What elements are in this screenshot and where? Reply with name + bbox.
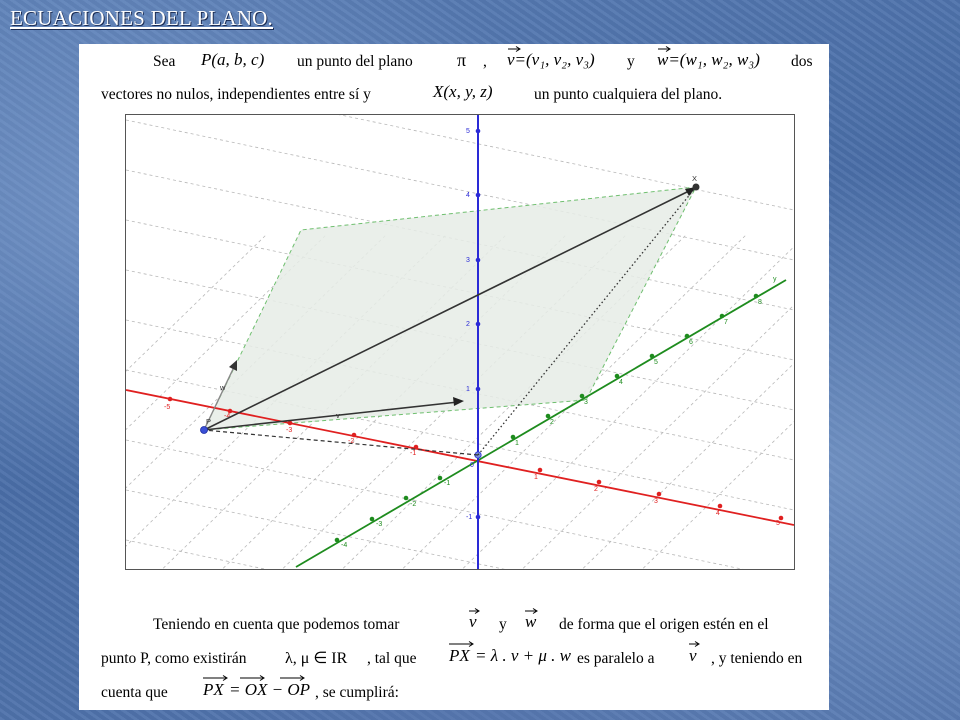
bottom-lambda-mu: λ, μ ∈ IR [285, 650, 348, 667]
vector-w-label: w [219, 383, 226, 392]
vector-v [203, 401, 459, 431]
origin-label: 0 [470, 462, 474, 469]
bottom-px-rhs: = λ . v + μ . w [475, 646, 571, 665]
x-tick-label: -2 [348, 438, 354, 445]
intro-point-p: P(a, b, c) [201, 50, 265, 69]
y-tick-label: 5 [654, 359, 658, 366]
x-tick-label: -4 [224, 413, 230, 420]
bottom-line1-end: de forma que el origen estén en el [559, 616, 769, 633]
z-tick-label: 3 [466, 257, 470, 264]
vector-px-arrowhead [685, 187, 696, 196]
y-tick-label: 3 [584, 399, 588, 406]
vector-w [203, 366, 235, 431]
y-axis-label: y [773, 276, 777, 283]
plane-3d-diagram: -5 -4 -3 -2 -1 1 2 3 4 5 1 2 [0, 69, 960, 681]
y-tick-label: 7 [724, 319, 728, 326]
bottom-line2-start: punto P, como existirán [101, 650, 247, 667]
point-x-label: X [692, 174, 697, 183]
y-axis [295, 279, 787, 568]
vector-w-arrowhead [229, 360, 237, 371]
z-tick-label: 4 [466, 192, 470, 199]
bottom-v-symbol: v [469, 612, 477, 631]
intro-pi: π [457, 50, 467, 70]
intro-comma: , [483, 53, 487, 70]
y-tick-label: 1 [515, 440, 519, 447]
x-tick-label: -3 [286, 427, 292, 434]
intro-sea: Sea [153, 53, 176, 70]
y-tick-label: -3 [376, 521, 382, 528]
x-tick-label: 1 [534, 474, 538, 481]
bottom-paralelo: es paralelo a [577, 650, 655, 667]
vector-op [203, 429, 479, 456]
point-p-label: P [206, 417, 211, 426]
vector-arrow-icon [469, 608, 480, 614]
z-tick-label: 2 [466, 321, 470, 328]
bottom-y-word: y [499, 616, 507, 633]
x-tick-label: 2 [594, 486, 598, 493]
intro-vector-v-definition: v=(v₁, v₂, v₃) [507, 50, 595, 69]
y-tick-label: -2 [410, 501, 416, 508]
vector-arrow-icon [449, 641, 474, 647]
vector-ox [477, 186, 697, 456]
z-tick-label: 5 [466, 128, 470, 135]
z-tick-label: 1 [466, 386, 470, 393]
intro-dos: dos [791, 53, 813, 70]
bottom-w-symbol: w [525, 612, 537, 631]
intro-point-x: X(x, y, z) [433, 82, 493, 101]
x-tick-label: -5 [164, 404, 170, 411]
intro-un-punto-del-plano: un punto del plano [297, 53, 413, 70]
point-p [200, 426, 208, 434]
vector-arrow-icon [508, 46, 521, 52]
bottom-line1-start: Teniendo en cuenta que podemos tomar [153, 616, 400, 633]
vector-arrow-icon [280, 675, 305, 681]
bottom-v-symbol-2: v [689, 646, 697, 665]
vector-arrow-icon [203, 675, 228, 681]
y-tick-label: 8 [758, 299, 762, 306]
plane-3d-figure: -5 -4 -3 -2 -1 1 2 3 4 5 1 2 [0, 69, 960, 681]
bottom-px-eq-rhs: = OX − OP [229, 680, 311, 699]
intro-line2-end: un punto cualquiera del plano. [534, 86, 723, 103]
intro-y: y [627, 53, 635, 70]
x-tick-label: 4 [716, 510, 720, 517]
slide-title: ECUACIONES DEL PLANO. [10, 6, 273, 30]
x-axis [125, 389, 795, 526]
bottom-px-eq-lhs: PX [203, 680, 224, 699]
y-axis-ticks [334, 293, 759, 543]
z-tick-label: -1 [466, 514, 472, 521]
intro-vector-w-definition: w=(w₁, w₂, w₃) [657, 50, 760, 69]
vector-arrow-icon [525, 608, 538, 614]
vector-px [203, 189, 692, 431]
y-tick-label: 6 [689, 339, 693, 346]
bottom-line2-end: , y teniendo en [711, 650, 803, 667]
y-tick-label: 2 [550, 419, 554, 426]
bottom-line3-end: , se cumplirá: [315, 684, 399, 701]
x-axis-ticks [167, 396, 784, 521]
vector-arrow-icon [689, 641, 700, 647]
vector-v-arrowhead [453, 397, 464, 406]
point-x [692, 183, 700, 191]
intro-line2-start: vectores no nulos, independientes entre … [101, 86, 371, 103]
z-axis-ticks [475, 128, 481, 520]
bottom-line3-start: cuenta que [101, 684, 168, 701]
content-panel: Sea P(a, b, c) un punto del plano π , v=… [0, 44, 960, 710]
y-tick-label: -4 [341, 542, 347, 549]
x-tick-label: 3 [654, 498, 658, 505]
x-tick-label: -1 [410, 450, 416, 457]
bottom-px-lhs: PX [449, 646, 470, 665]
y-tick-label: -1 [444, 480, 450, 487]
vector-arrow-icon [658, 46, 671, 52]
y-tick-label: 4 [619, 379, 623, 386]
bottom-tal-que: , tal que [367, 650, 417, 667]
x-tick-label: 5 [776, 520, 780, 527]
vector-v-label: v [336, 411, 340, 420]
vector-arrow-icon [240, 675, 265, 681]
